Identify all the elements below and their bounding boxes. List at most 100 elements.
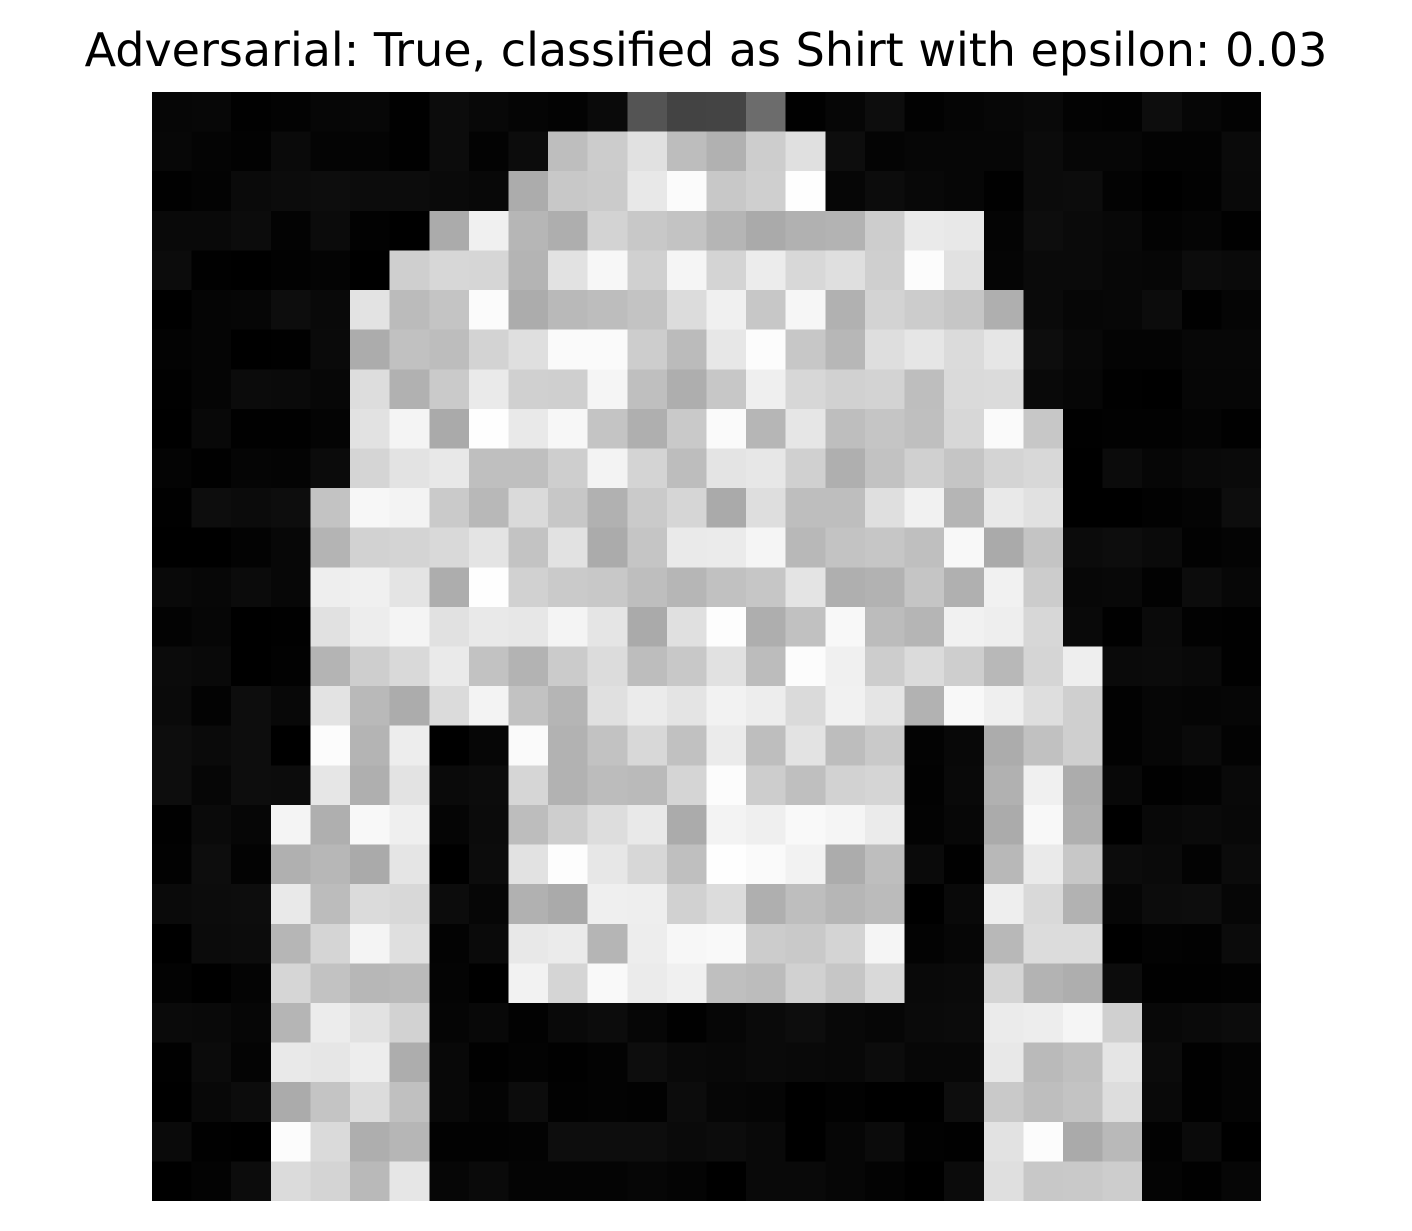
pixel [864, 765, 906, 806]
pixel [270, 804, 312, 846]
pixel [746, 923, 787, 965]
pixel [1221, 92, 1261, 133]
pixel [983, 210, 1025, 252]
pixel [270, 725, 312, 767]
pixel [468, 1042, 510, 1083]
pixel [429, 646, 470, 687]
pixel [508, 646, 549, 687]
pixel [825, 250, 866, 291]
pixel [310, 527, 351, 569]
pixel [1142, 725, 1183, 767]
pixel [191, 606, 233, 648]
pixel [944, 1161, 985, 1201]
pixel [350, 488, 391, 529]
pixel [1142, 646, 1183, 687]
pixel [152, 408, 193, 450]
pixel [944, 1121, 985, 1163]
pixel [310, 329, 351, 371]
pixel [785, 963, 827, 1004]
pixel [389, 1042, 431, 1083]
pixel [1062, 250, 1104, 291]
pixel [1142, 1161, 1183, 1201]
pixel [864, 92, 906, 133]
pixel [548, 448, 589, 489]
pixel [785, 210, 827, 252]
pixel [944, 92, 985, 133]
pixel [1142, 171, 1183, 212]
pixel [944, 369, 985, 410]
pixel [389, 250, 431, 291]
pixel [231, 844, 272, 885]
pixel [627, 923, 668, 965]
pixel [1102, 606, 1143, 648]
pixel [627, 646, 668, 687]
pixel [429, 250, 470, 291]
pixel [587, 804, 629, 846]
pixel [864, 369, 906, 410]
pixel [746, 884, 787, 925]
pixel [468, 646, 510, 687]
pixel [548, 606, 589, 648]
pixel [746, 171, 787, 212]
pixel [983, 606, 1025, 648]
pixel [864, 884, 906, 925]
pixel [1102, 131, 1143, 173]
pixel [706, 923, 747, 965]
pixel [508, 606, 549, 648]
pixel [904, 131, 945, 173]
pixel [825, 448, 866, 489]
pixel [231, 527, 272, 569]
pixel [429, 804, 470, 846]
pixel [508, 804, 549, 846]
pixel [152, 844, 193, 885]
pixel [825, 804, 866, 846]
pixel [231, 804, 272, 846]
pixel [706, 171, 747, 212]
pixel [191, 884, 233, 925]
pixel [152, 488, 193, 529]
pixel [1142, 369, 1183, 410]
pixel [231, 646, 272, 687]
pixel [1221, 884, 1261, 925]
pixel [1062, 448, 1104, 489]
pixel [1062, 804, 1104, 846]
pixel [1062, 408, 1104, 450]
pixel [1221, 567, 1261, 608]
pixel [587, 646, 629, 687]
pixel [1062, 923, 1104, 965]
pixel [468, 131, 510, 173]
pixel [1221, 369, 1261, 410]
pixel [350, 686, 391, 727]
pixel [1023, 804, 1064, 846]
pixel [310, 844, 351, 885]
pixel [389, 369, 431, 410]
pixel [864, 844, 906, 885]
pixel [983, 1042, 1025, 1083]
pixel [587, 250, 629, 291]
pixel [706, 1082, 747, 1123]
pixel [706, 408, 747, 450]
pixel [231, 329, 272, 371]
pixel [548, 329, 589, 371]
pixel [191, 448, 233, 489]
pixel [270, 1121, 312, 1163]
pixel [1221, 1042, 1261, 1083]
pixel [587, 1121, 629, 1163]
pixel [587, 329, 629, 371]
pixel [310, 448, 351, 489]
pixel [152, 171, 193, 212]
pixel [1023, 963, 1064, 1004]
pixel [429, 923, 470, 965]
pixel [1221, 1002, 1261, 1044]
pixel [548, 1082, 589, 1123]
pixel [587, 765, 629, 806]
pixel [389, 646, 431, 687]
pixel [429, 329, 470, 371]
pixel [468, 1002, 510, 1044]
pixel [944, 606, 985, 648]
pixel [231, 923, 272, 965]
pixel [1062, 131, 1104, 173]
pixel [785, 250, 827, 291]
pixel [944, 884, 985, 925]
pixel [350, 567, 391, 608]
